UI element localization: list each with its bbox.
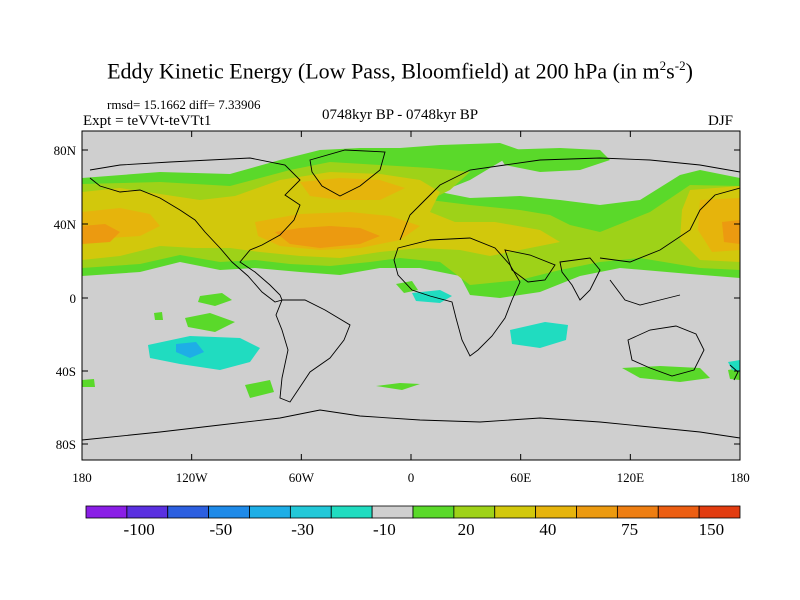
colorbar-swatch xyxy=(698,505,741,519)
longitude-axis: 180 120W 60W 0 60E 120E 180 xyxy=(72,131,750,485)
new-zealand-outline xyxy=(729,364,739,381)
season-label: DJF xyxy=(708,113,734,129)
stats-text: rmsd= 15.1662 diff= 7.33906 xyxy=(107,97,261,112)
lat-tick-label: 40N xyxy=(54,217,77,232)
lon-tick-label: 180 xyxy=(72,470,92,485)
colorbar-swatch xyxy=(412,505,455,519)
colorbar-label: -100 xyxy=(124,520,155,539)
lon-tick-label: 0 xyxy=(408,470,415,485)
latitude-axis: 80N 40N 0 40S 80S xyxy=(54,143,740,452)
lon-tick-label: 120W xyxy=(176,470,209,485)
colorbar: -100 -50 -30 -10 20 40 75 150 xyxy=(85,505,741,539)
lon-tick-label: 60E xyxy=(510,470,531,485)
green-patch-south-america xyxy=(245,380,274,398)
period-label: 0748kyr BP - 0748kyr BP xyxy=(322,107,479,123)
colorbar-label: 150 xyxy=(699,520,725,539)
australia-outline xyxy=(627,325,705,377)
colorbar-swatch xyxy=(657,505,700,519)
pacific-orange-west xyxy=(82,224,120,244)
colorbar-swatch xyxy=(167,505,210,519)
colorbar-label: -10 xyxy=(373,520,396,539)
lon-tick-label: 60W xyxy=(289,470,315,485)
lat-tick-label: 80S xyxy=(56,437,76,452)
colorbar-label: 20 xyxy=(458,520,475,539)
colorbar-swatch xyxy=(453,505,496,519)
colorbar-swatch xyxy=(289,505,332,519)
colorbar-swatch xyxy=(85,505,128,519)
pacific-orange-east xyxy=(722,220,740,244)
colorbar-label: 40 xyxy=(539,520,556,539)
green-patch-south-pacific xyxy=(154,312,163,320)
arabia-outline xyxy=(504,249,556,283)
lon-tick-label: 180 xyxy=(730,470,750,485)
southeast-asia-outline xyxy=(609,279,681,306)
colorbar-label: -30 xyxy=(291,520,314,539)
lat-tick-label: 80N xyxy=(54,143,77,158)
atlantic-orange-core xyxy=(275,226,380,248)
south-america-outline xyxy=(275,299,351,403)
north-atlantic-light-orange xyxy=(300,178,405,200)
east-asia-outline xyxy=(599,187,740,263)
map-title: Eddy Kinetic Energy (Low Pass, Bloomfiel… xyxy=(107,58,693,84)
africa-outline xyxy=(393,237,521,357)
colorbar-label: 75 xyxy=(621,520,638,539)
green-patch-east-pacific xyxy=(198,293,232,306)
colorbar-swatch xyxy=(576,505,618,519)
colorbar-swatch xyxy=(371,505,414,519)
north-america-outline xyxy=(89,157,301,303)
colorbar-swatch xyxy=(208,505,250,519)
greenland-outline xyxy=(309,149,386,197)
lat-tick-label: 40S xyxy=(56,364,76,379)
antarctica-outline xyxy=(82,409,740,441)
green-patch-pacific-south xyxy=(185,313,235,332)
coastlines xyxy=(82,149,740,441)
lat-tick-label: 0 xyxy=(70,291,77,306)
india-outline xyxy=(559,257,601,301)
colorbar-swatch xyxy=(126,505,169,519)
tasman-cyan-patch xyxy=(728,360,740,372)
colorbar-swatch xyxy=(249,505,291,519)
south-pacific-blue-core xyxy=(176,342,204,358)
green-patch-south-atlantic xyxy=(376,383,420,390)
colorbar-swatch xyxy=(616,505,659,519)
europe-outline xyxy=(399,157,740,241)
experiment-label: Expt = teVVt-teVTt1 xyxy=(83,113,212,129)
colorbar-swatch xyxy=(330,505,373,519)
colorbar-swatch xyxy=(494,505,537,519)
green-patch-far-west xyxy=(82,379,95,387)
colorbar-swatch xyxy=(535,505,577,519)
south-indian-cyan-patch xyxy=(510,322,568,348)
colorbar-label: -50 xyxy=(210,520,233,539)
lon-tick-label: 120E xyxy=(617,470,645,485)
